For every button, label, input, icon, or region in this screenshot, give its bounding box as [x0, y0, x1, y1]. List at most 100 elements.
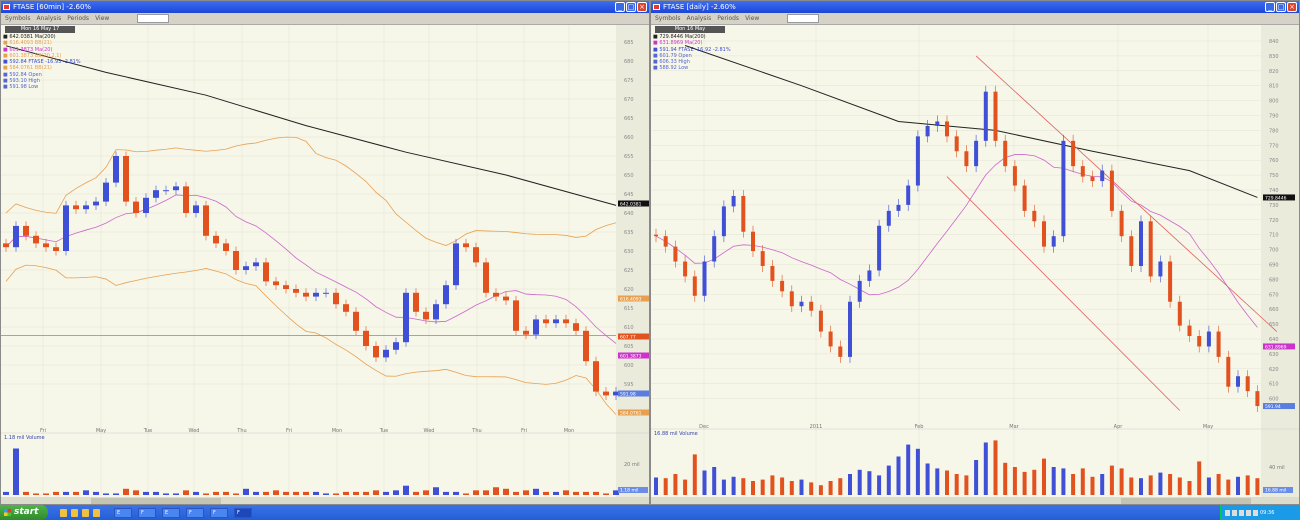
taskbar-button[interactable]: E [114, 507, 132, 518]
candle [993, 91, 998, 141]
horizontal-scrollbar[interactable] [651, 497, 1300, 505]
volume-bar [1061, 468, 1066, 495]
menu-view[interactable]: View [745, 15, 760, 22]
volume-bar [133, 490, 139, 495]
menu-analysis[interactable]: Analysis [686, 15, 712, 22]
candle [751, 231, 755, 252]
symbol-input[interactable] [787, 14, 820, 23]
taskbar-button[interactable]: F [186, 507, 204, 518]
scrollbar-thumb[interactable] [91, 498, 221, 504]
legend-item: ■ 601.3873 Ma(20) [3, 46, 53, 53]
maximize-button[interactable]: □ [1276, 2, 1286, 12]
menu-periods[interactable]: Periods [67, 15, 90, 22]
y-tick-label: 650 [624, 173, 634, 179]
volume-bar [818, 485, 823, 495]
volume-bar [857, 469, 862, 495]
legend-item: ■ 592.84 FTASE -16.93 -2.81% [3, 59, 81, 66]
taskbar-button[interactable]: F [234, 507, 252, 518]
bollinger-upper [5, 136, 617, 246]
volume-bar [373, 490, 379, 495]
volume-bar [583, 491, 589, 495]
tray-icon[interactable] [1253, 509, 1258, 516]
candle [770, 265, 775, 281]
tray-icon[interactable] [1239, 509, 1244, 516]
quick-launch-icon[interactable] [82, 508, 89, 517]
trend-channel-line [946, 176, 1181, 411]
y-tick-label: 830 [1269, 54, 1279, 60]
price-tag-label: 584.0761 [620, 411, 642, 417]
volume-bar [393, 490, 399, 495]
quick-launch-icon[interactable] [60, 508, 67, 517]
volume-bar [303, 491, 309, 495]
candle [613, 391, 619, 396]
taskbar-button[interactable]: F [138, 507, 156, 518]
price-tag-label: 607.77 [620, 335, 636, 341]
taskbar-button[interactable]: F [210, 507, 228, 518]
candle [896, 204, 901, 211]
quick-launch-icon[interactable] [71, 508, 78, 517]
volume-bar [233, 493, 239, 495]
y-tick-label: 840 [1269, 39, 1279, 45]
right-chart-window: FTASE [daily] -2.60% _ □ × Symbols Analysis… [650, 0, 1300, 505]
menu-periods[interactable]: Periods [717, 15, 740, 22]
menu-view[interactable]: View [95, 15, 110, 22]
volume-bar [1245, 475, 1250, 495]
scrollbar-thumb[interactable] [1121, 498, 1251, 504]
tray-icon[interactable] [1232, 509, 1237, 516]
volume-bar [1022, 471, 1027, 495]
price-chart[interactable]: 840 830 820 810 800 790 780 770 760 750 740 730 720 7… [651, 1, 1300, 505]
candle [173, 186, 179, 191]
close-button[interactable]: × [1287, 2, 1297, 12]
volume-bar [1051, 467, 1056, 495]
candle [123, 156, 129, 202]
candle [1003, 140, 1008, 167]
candle [954, 136, 959, 152]
taskbar-button[interactable]: E [162, 507, 180, 518]
volume-bar [593, 491, 599, 495]
volume-bar [203, 493, 209, 495]
candle [53, 247, 59, 251]
volume-bar [463, 493, 469, 495]
symbol-input[interactable] [137, 14, 170, 23]
y-tick-label: 810 [1269, 84, 1279, 90]
x-tick-label: Wed [424, 428, 435, 434]
tray-icon[interactable] [1225, 509, 1230, 516]
volume-bar [838, 478, 843, 495]
quick-launch-icon[interactable] [93, 508, 100, 517]
tray-icon[interactable] [1246, 509, 1251, 516]
menu-analysis[interactable]: Analysis [36, 15, 62, 22]
minimize-button[interactable]: _ [615, 2, 625, 12]
y-tick-label: 780 [1269, 128, 1279, 134]
title-bar: FTASE [60min] -2.60% _ □ × [1, 1, 649, 13]
maximize-button[interactable]: □ [626, 2, 636, 12]
price-tag [1263, 194, 1295, 201]
close-button[interactable]: × [637, 2, 647, 12]
candle [423, 311, 429, 320]
price-chart[interactable]: 685 680 675 670 665 660 655 650 645 640 635 630 625 6… [1, 1, 650, 505]
candle [563, 319, 569, 324]
candle [373, 346, 379, 358]
x-tick-label: Wed [189, 428, 200, 434]
volume-bar [73, 491, 79, 495]
candle [683, 261, 688, 277]
horizontal-scrollbar[interactable] [1, 497, 650, 505]
volume-bar [423, 490, 429, 495]
candle [293, 289, 299, 293]
legend-item: ■ 588.92 Low [653, 65, 689, 72]
candle [503, 296, 509, 301]
volume-bar [809, 482, 814, 495]
minimize-button[interactable]: _ [1265, 2, 1275, 12]
menu-symbols[interactable]: Symbols [655, 15, 681, 22]
volume-bar [383, 491, 389, 495]
candle [363, 330, 369, 346]
y-tick-label: 660 [624, 135, 634, 141]
volume-bar [954, 474, 959, 495]
candle [203, 205, 209, 236]
menu-symbols[interactable]: Symbols [5, 15, 31, 22]
volume-bar [103, 493, 109, 495]
start-button[interactable]: start [0, 505, 48, 520]
volume-bar [1148, 475, 1153, 495]
x-tick-label: Apr [1114, 424, 1124, 430]
candle [383, 349, 389, 358]
